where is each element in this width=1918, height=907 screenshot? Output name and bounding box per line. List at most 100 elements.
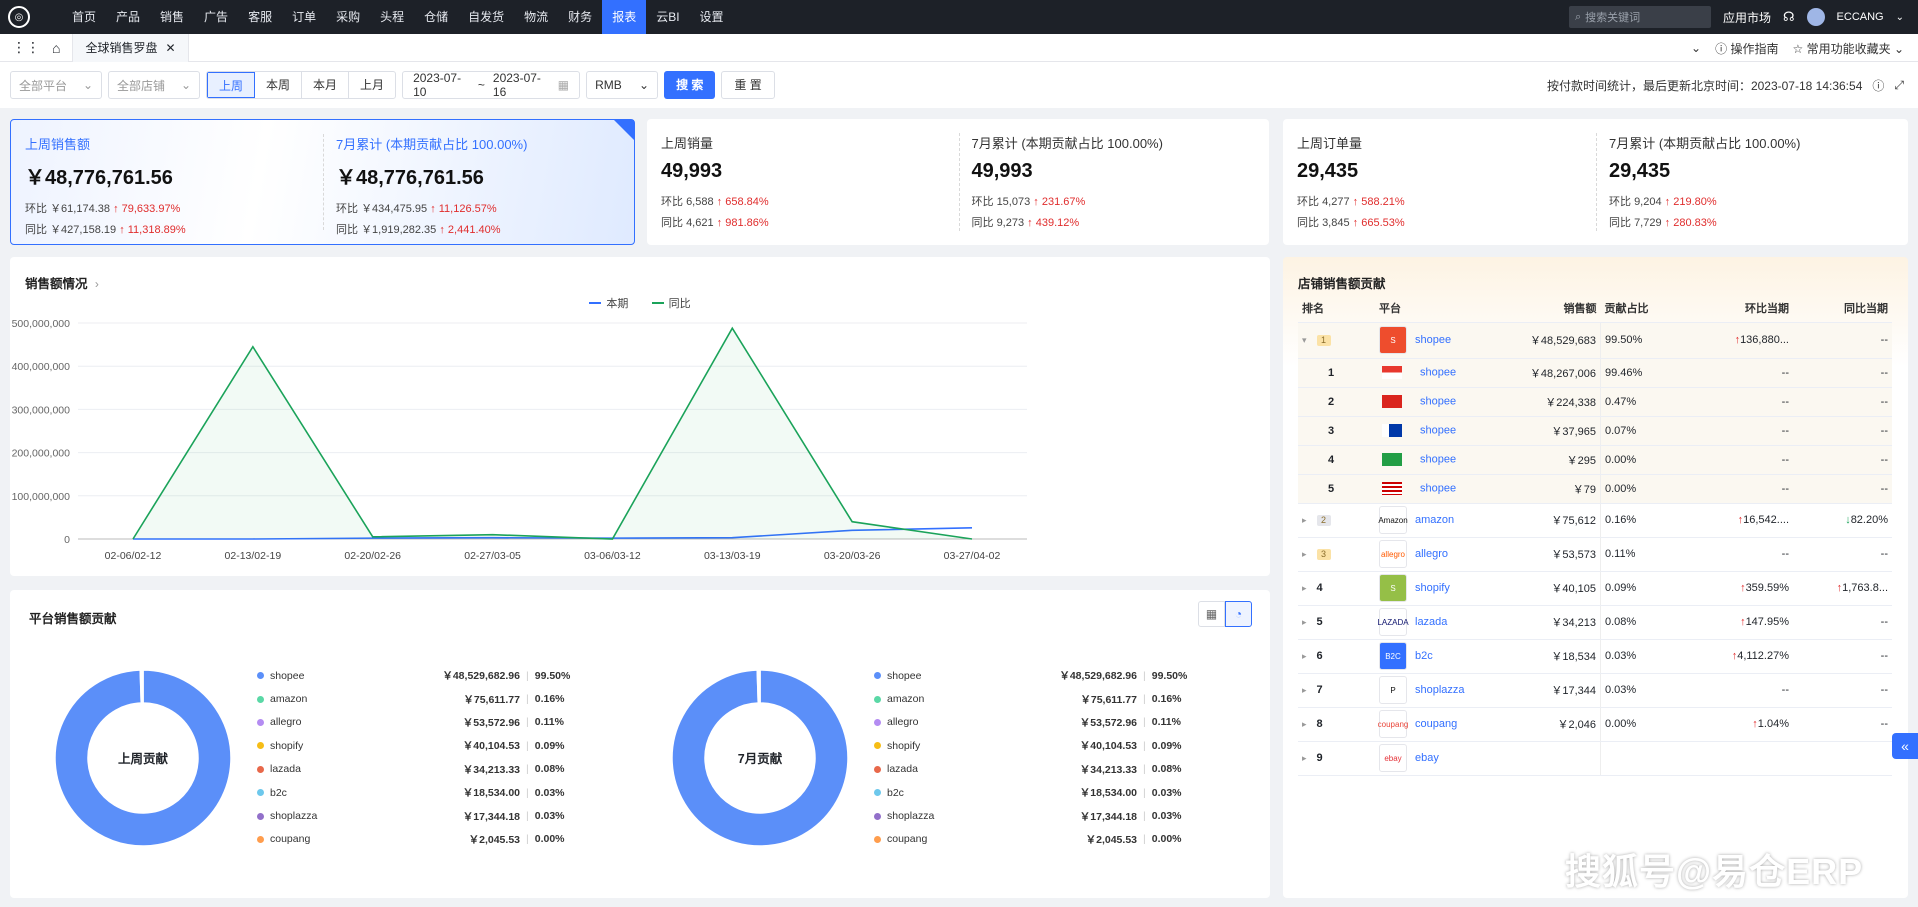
table-row[interactable]: ▸ 3 allegro allegro ￥53,573 0.11% -- -- bbox=[1298, 537, 1892, 572]
username[interactable]: ECCANG bbox=[1836, 11, 1884, 23]
legend-row[interactable]: shoplazza ￥17,344.18 | 0.03% bbox=[874, 804, 1194, 827]
legend-row[interactable]: amazon ￥75,611.77 | 0.16% bbox=[874, 687, 1194, 710]
pie-view-icon[interactable]: ◔ bbox=[1225, 601, 1252, 627]
period-button-2[interactable]: 本月 bbox=[302, 72, 350, 98]
legend-row[interactable]: shopee ￥48,529,682.96 | 99.50% bbox=[874, 664, 1194, 687]
menu-item-9[interactable]: 自发货 bbox=[468, 10, 505, 24]
store-select[interactable]: 全部店铺 ⌄ bbox=[108, 71, 200, 99]
legend-row[interactable]: allegro ￥53,572.96 | 0.11% bbox=[874, 711, 1194, 734]
search-button[interactable]: 搜 索 bbox=[664, 71, 716, 99]
platform-link[interactable]: shopify bbox=[1415, 581, 1450, 594]
table-row[interactable]: 1 shopee ￥48,267,006 99.46% -- -- bbox=[1298, 358, 1892, 388]
donut-slice-shopee[interactable] bbox=[54, 669, 232, 847]
legend-row[interactable]: shoplazza ￥17,344.18 | 0.03% bbox=[257, 804, 577, 827]
headset-icon[interactable]: ☊ bbox=[1783, 9, 1795, 24]
table-row[interactable]: ▸ 6 B2C b2c ￥18,534 0.03% ↑4,112.27% -- bbox=[1298, 639, 1892, 674]
currency-select[interactable]: RMB ⌄ bbox=[586, 71, 659, 99]
date-range-picker[interactable]: 2023-07-10 ~ 2023-07-16 ▦ bbox=[402, 71, 581, 99]
expand-icon[interactable]: ▸ bbox=[1302, 651, 1307, 661]
platform-select[interactable]: 全部平台 ⌄ bbox=[10, 71, 102, 99]
menu-item-14[interactable]: 设置 bbox=[699, 10, 724, 24]
period-button-3[interactable]: 上月 bbox=[360, 78, 385, 92]
platform-link[interactable]: shopee bbox=[1420, 453, 1457, 466]
table-row[interactable]: ▸ 8 coupang coupang ￥2,046 0.00% ↑1.04% -- bbox=[1298, 707, 1892, 742]
table-row[interactable]: 4 shopee ￥295 0.00% -- -- bbox=[1298, 445, 1892, 475]
expand-icon[interactable]: ▸ bbox=[1302, 549, 1307, 559]
guide-link[interactable]: ⓘ 操作指南 bbox=[1715, 41, 1779, 56]
chevron-down-icon[interactable]: ⌄ bbox=[1895, 11, 1904, 23]
platform-link[interactable]: ebay bbox=[1415, 751, 1439, 764]
expand-icon[interactable]: ▸ bbox=[1302, 617, 1307, 627]
info-icon[interactable]: ⓘ bbox=[1872, 78, 1885, 93]
legend-row[interactable]: shopify ￥40,104.53 | 0.09% bbox=[874, 734, 1194, 757]
expand-icon[interactable]: ▸ bbox=[1302, 685, 1307, 695]
expand-icon[interactable]: ▸ bbox=[1302, 719, 1307, 729]
collapse-side-panel-button[interactable]: « bbox=[1892, 733, 1918, 759]
legend-row[interactable]: shopify ￥40,104.53 | 0.09% bbox=[257, 734, 577, 757]
kpi-card-orders[interactable]: 上周订单量 29,435 环比 4,277 ↑ 588.21% 同比 3,845 ↑ … bbox=[1283, 119, 1908, 245]
legend-row[interactable]: lazada ￥34,213.33 | 0.08% bbox=[874, 758, 1194, 781]
menu-item-8[interactable]: 仓储 bbox=[424, 10, 449, 24]
global-search-input[interactable]: ⌕ 搜索关键词 bbox=[1568, 6, 1711, 28]
platform-link[interactable]: shopee bbox=[1420, 395, 1457, 408]
expand-icon[interactable]: ▾ bbox=[1302, 335, 1307, 345]
menu-item-4[interactable]: 客服 bbox=[248, 10, 273, 24]
table-row[interactable]: 5 shopee ￥79 0.00% -- -- bbox=[1298, 474, 1892, 504]
table-row[interactable]: ▸ 2 Amazon amazon ￥75,612 0.16% ↑16,542.... ↓82… bbox=[1298, 503, 1892, 538]
tab-global-sales-compass[interactable]: 全球销售罗盘 ✕ bbox=[72, 33, 189, 62]
platform-link[interactable]: amazon bbox=[1415, 513, 1455, 526]
app-logo[interactable]: ◎ bbox=[8, 6, 30, 28]
legend-row[interactable]: coupang ￥2,045.53 | 0.00% bbox=[874, 828, 1194, 851]
legend-row[interactable]: shopee ￥48,529,682.96 | 99.50% bbox=[257, 664, 577, 687]
legend-current[interactable]: 本期 bbox=[589, 295, 628, 311]
kpi-card-sales[interactable]: 上周销售额 ￥48,776,761.56 环比 ￥61,174.38 ↑ 79,63… bbox=[10, 119, 635, 245]
legend-row[interactable]: amazon ￥75,611.77 | 0.16% bbox=[257, 687, 577, 710]
menu-item-0[interactable]: 首页 bbox=[72, 10, 97, 24]
platform-link[interactable]: coupang bbox=[1415, 717, 1458, 730]
table-row[interactable]: ▸ 5 LAZADA lazada ￥34,213 0.08% ↑147.95% -- bbox=[1298, 605, 1892, 640]
menu-item-10[interactable]: 物流 bbox=[524, 10, 549, 24]
platform-link[interactable]: lazada bbox=[1415, 615, 1448, 628]
app-market-link[interactable]: 应用市场 bbox=[1722, 10, 1771, 25]
avatar[interactable] bbox=[1806, 8, 1825, 26]
kpi-card-quantity[interactable]: 上周销量 49,993 环比 6,588 ↑ 658.84% 同比 4,621 ↑ 9… bbox=[647, 119, 1269, 245]
close-icon[interactable]: ✕ bbox=[165, 40, 176, 55]
legend-row[interactable]: allegro ￥53,572.96 | 0.11% bbox=[257, 711, 577, 734]
menu-item-13[interactable]: 云BI bbox=[656, 10, 680, 24]
period-button-1[interactable]: 本周 bbox=[255, 72, 303, 98]
menu-item-1[interactable]: 产品 bbox=[116, 10, 141, 24]
fullscreen-icon[interactable]: ⤢ bbox=[1894, 77, 1904, 92]
legend-row[interactable]: lazada ￥34,213.33 | 0.08% bbox=[257, 758, 577, 781]
legend-row[interactable]: coupang ￥2,045.53 | 0.00% bbox=[257, 828, 577, 851]
reset-button[interactable]: 重 置 bbox=[721, 71, 775, 99]
sales-chart-title[interactable]: 销售额情况 › bbox=[25, 277, 99, 291]
menu-item-7[interactable]: 头程 bbox=[380, 10, 405, 24]
platform-link[interactable]: shopee bbox=[1420, 482, 1457, 495]
menu-item-12[interactable]: 报表 bbox=[602, 0, 647, 34]
menu-item-6[interactable]: 采购 bbox=[336, 10, 361, 24]
chevron-down-icon[interactable]: ⌄ bbox=[1691, 41, 1702, 55]
favorites-link[interactable]: ☆ 常用功能收藏夹 ⌄ bbox=[1792, 41, 1904, 56]
menu-item-11[interactable]: 财务 bbox=[568, 10, 593, 24]
table-row[interactable]: 2 shopee ￥224,338 0.47% -- -- bbox=[1298, 387, 1892, 417]
platform-link[interactable]: shopee bbox=[1420, 424, 1457, 437]
menu-item-5[interactable]: 订单 bbox=[292, 10, 317, 24]
legend-row[interactable]: b2c ￥18,534.00 | 0.03% bbox=[257, 781, 577, 804]
legend-row[interactable]: b2c ￥18,534.00 | 0.03% bbox=[874, 781, 1194, 804]
platform-link[interactable]: shopee bbox=[1420, 366, 1457, 379]
menu-item-3[interactable]: 广告 bbox=[204, 10, 229, 24]
table-row[interactable]: 3 shopee ￥37,965 0.07% -- -- bbox=[1298, 416, 1892, 446]
period-button-0[interactable]: 上周 bbox=[207, 72, 256, 98]
apps-grid-icon[interactable]: ⋮⋮ bbox=[12, 39, 40, 55]
legend-yoy[interactable]: 同比 bbox=[651, 295, 691, 311]
home-icon[interactable]: ⌂ bbox=[52, 39, 61, 56]
expand-icon[interactable]: ▸ bbox=[1302, 515, 1307, 525]
platform-link[interactable]: shoplazza bbox=[1415, 683, 1465, 696]
table-view-icon[interactable]: ▦ bbox=[1198, 601, 1225, 627]
platform-link[interactable]: b2c bbox=[1415, 649, 1433, 662]
donut-slice-shopee[interactable] bbox=[671, 669, 849, 847]
expand-icon[interactable]: ▸ bbox=[1302, 753, 1307, 763]
